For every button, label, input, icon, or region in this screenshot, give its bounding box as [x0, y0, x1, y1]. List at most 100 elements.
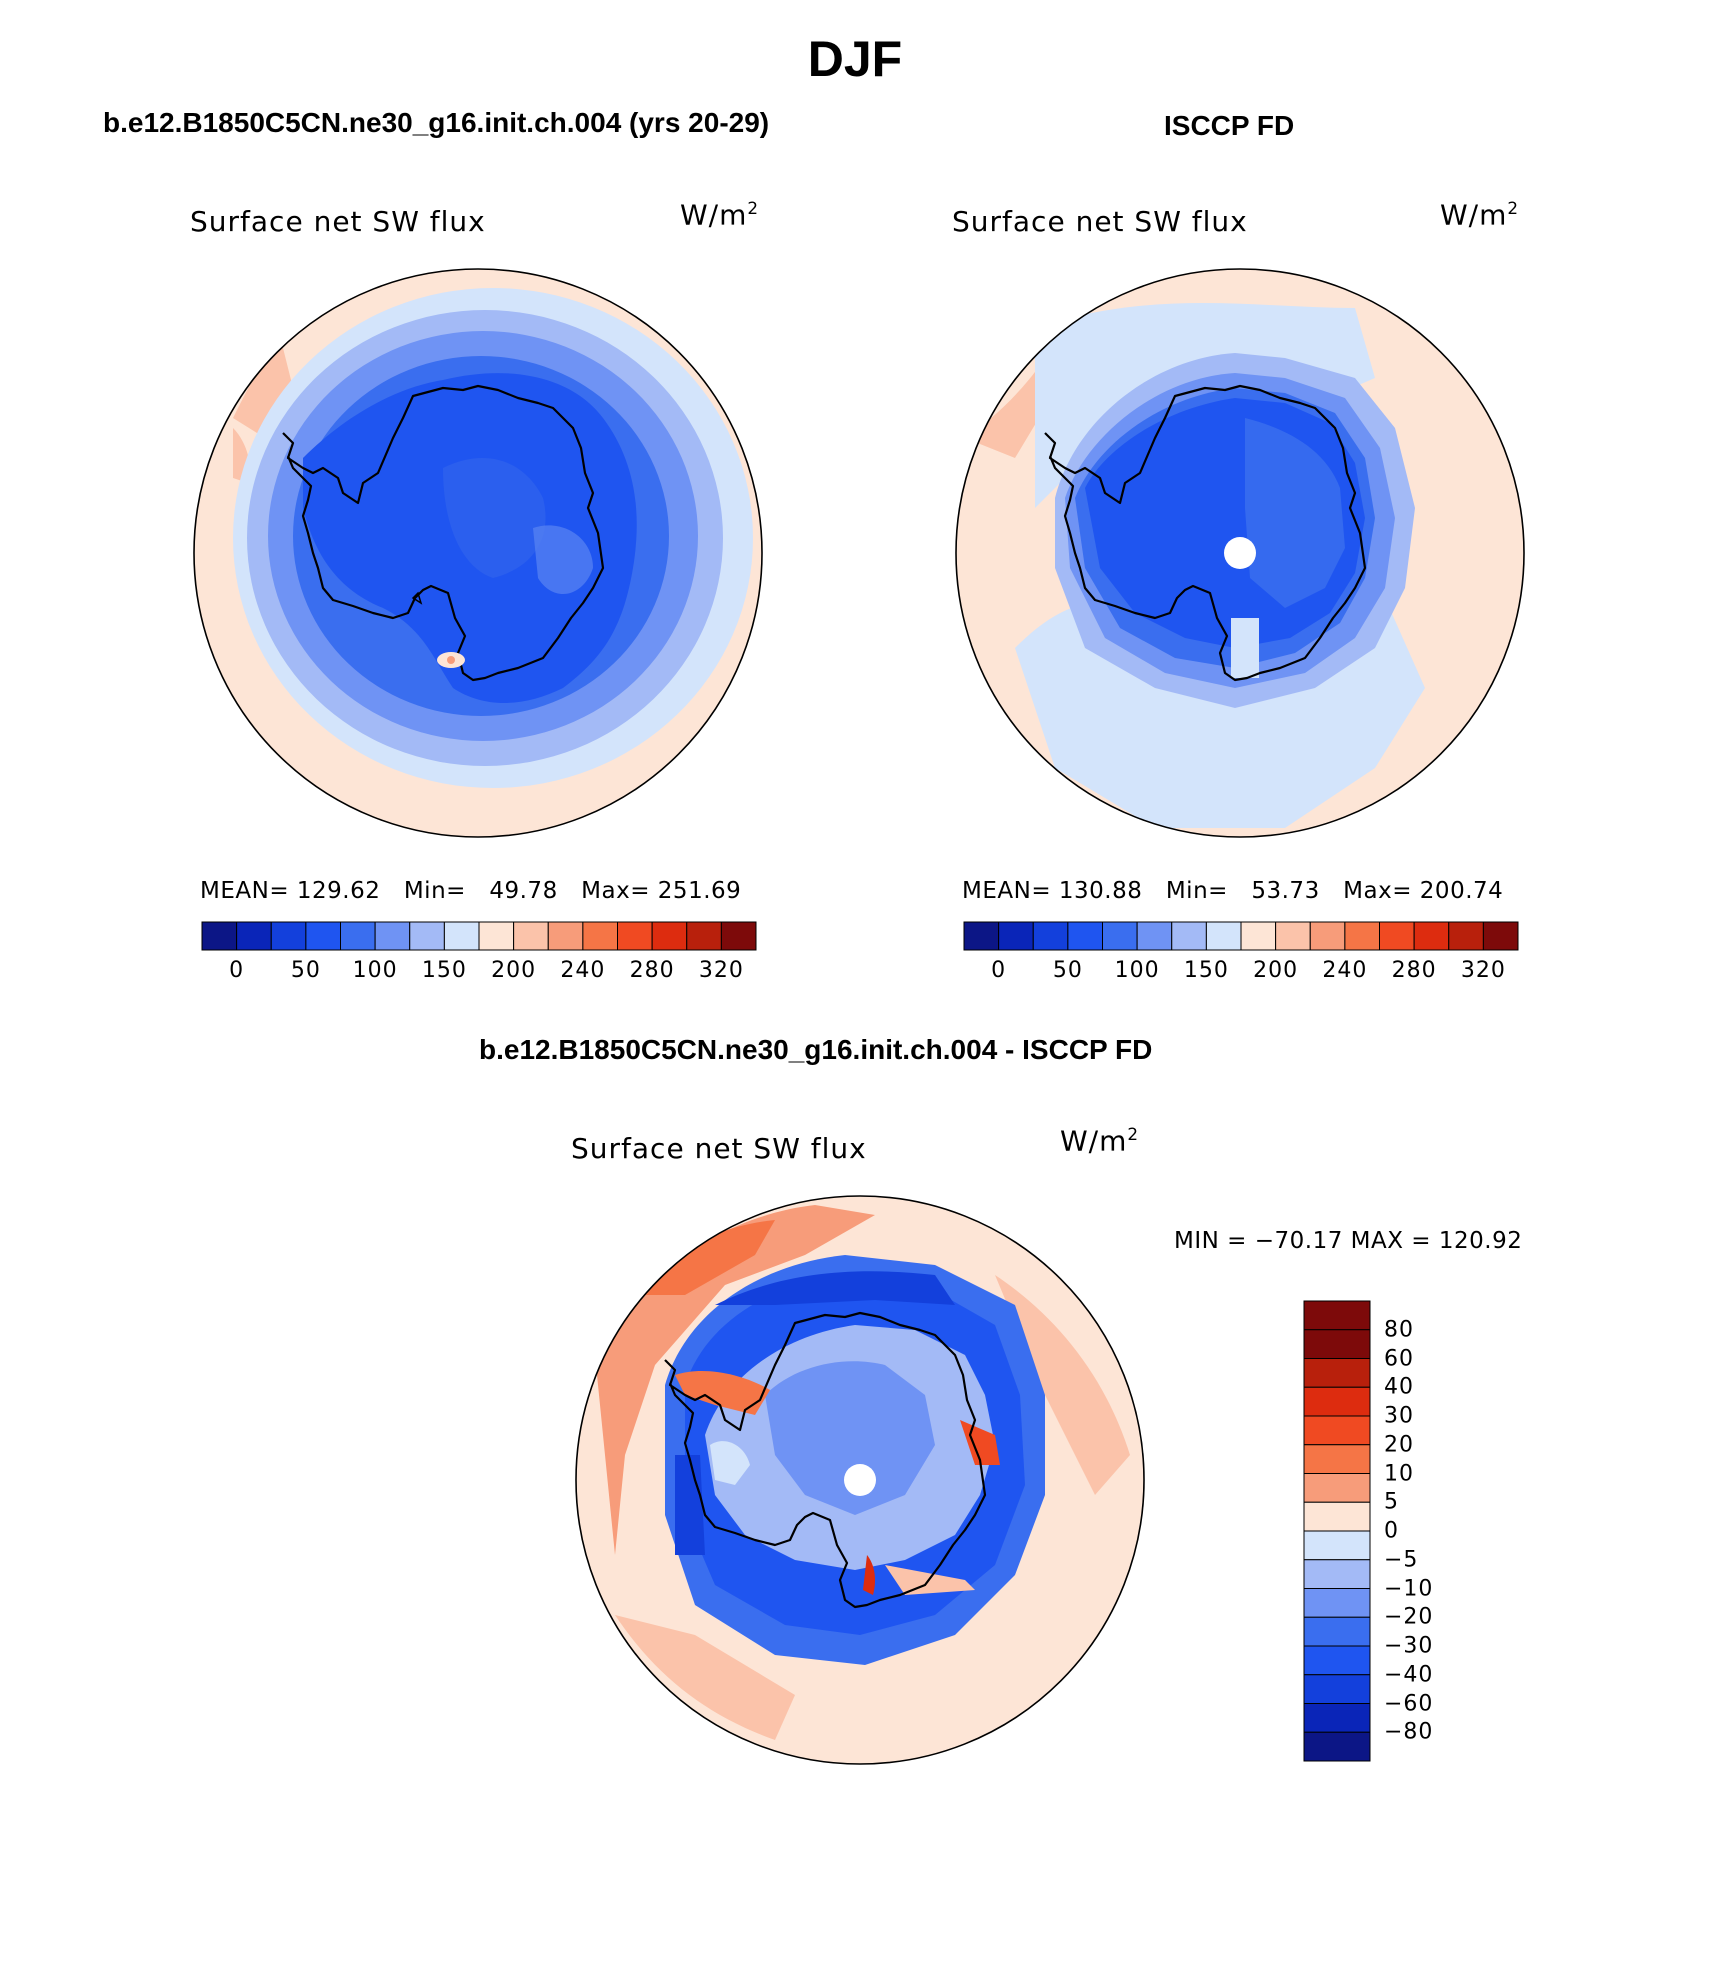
panel3-colorbar-swatch — [1303, 1530, 1371, 1561]
panel1-mean-label: MEAN= — [200, 878, 290, 904]
panel1-colorbar-swatch — [236, 921, 272, 951]
panel1-min-label: Min= — [403, 878, 466, 904]
panel3-colorbar-swatch — [1303, 1645, 1371, 1676]
panel3-colorbar-swatch — [1303, 1444, 1371, 1474]
panel2-colorbar-swatch — [1379, 921, 1415, 951]
panel1-colorbar-tick-label: 280 — [629, 958, 675, 983]
panel2-mean-label: MEAN= — [962, 878, 1052, 904]
panel3-map — [575, 1195, 1145, 1765]
panel1-colorbar-tick-label: 50 — [290, 958, 321, 983]
panel1-max-value: 251.69 — [657, 878, 742, 904]
panel2-colorbar-ticks: 0 50 100 150 200 240 280 320 — [964, 958, 1518, 988]
panel1-colorbar-swatch — [547, 921, 584, 951]
panel2-colorbar-swatch — [1032, 921, 1069, 951]
panel2-colorbar-swatch — [1205, 921, 1242, 951]
panel1-colorbar — [201, 921, 757, 951]
panel1-colorbar-swatch — [651, 921, 688, 951]
panel2-colorbar-swatch — [1413, 921, 1450, 951]
panel2-min-label: Min= — [1165, 878, 1228, 904]
panel2-colorbar-tick-label: 100 — [1114, 958, 1160, 983]
panel1-max-label: Max= — [581, 878, 650, 904]
panel2-colorbar-swatch — [1240, 921, 1277, 951]
panel2-colorbar-swatch — [1482, 921, 1519, 951]
panel3-colorbar-ticks: 80 60 40 30 20 10 5 0 −5 −10 −20 −30 −40 −60 −80 — [1384, 1301, 1464, 1761]
panel3-colorbar-swatch — [1303, 1731, 1371, 1762]
panel3-colorbar-tick-label: 40 — [1384, 1374, 1414, 1400]
panel2-colorbar-swatch — [963, 921, 1000, 951]
panel3-colorbar-tick-label: −5 — [1384, 1547, 1419, 1573]
panel1-colorbar-swatch — [409, 921, 445, 951]
panel3-colorbar-swatch — [1303, 1616, 1371, 1647]
panel1-heading: b.e12.B1850C5CN.ne30_g16.init.ch.004 (yr… — [103, 107, 770, 138]
panel3-colorbar-tick-label: −40 — [1384, 1662, 1434, 1688]
panel1-map — [193, 268, 763, 838]
panel3-colorbar-tick-label: −20 — [1384, 1604, 1434, 1630]
panel1-colorbar-swatch — [340, 921, 376, 951]
panel2-colorbar-swatch — [1171, 921, 1207, 951]
panel3-colorbar — [1303, 1300, 1371, 1762]
panel3-colorbar-tick-label: −80 — [1384, 1719, 1434, 1745]
panel3-colorbar-tick-label: 60 — [1384, 1346, 1414, 1371]
main-title: DJF — [807, 31, 903, 87]
panel1-colorbar-svg — [201, 921, 757, 951]
panel2-min-value: 53.73 — [1251, 878, 1320, 904]
panel3-colorbar-tick-label: 20 — [1384, 1432, 1414, 1458]
panel2-heading: ISCCP FD — [1164, 110, 1295, 141]
panel3-colorbar-swatch — [1303, 1501, 1371, 1532]
panel2-colorbar-tick-label: 280 — [1391, 958, 1437, 983]
panel2-colorbar-swatch — [1344, 921, 1380, 951]
panel1-colorbar-tick-label: 150 — [421, 958, 467, 983]
panel2-colorbar-swatch — [1448, 921, 1484, 951]
panel2-colorbar — [963, 921, 1519, 951]
panel2-stats: MEAN= 130.88 Min= 53.73 Max= 200.74 — [962, 878, 1503, 904]
panel2-max-label: Max= — [1343, 878, 1412, 904]
panel3-colorbar-tick-label: 80 — [1384, 1317, 1414, 1343]
panel3-colorbar-swatch — [1303, 1588, 1371, 1618]
panel2-colorbar-swatch — [1102, 921, 1138, 951]
panel1-colorbar-swatch — [478, 921, 515, 951]
panel1-stats: MEAN= 129.62 Min= 49.78 Max= 251.69 — [200, 878, 741, 904]
panel1-colorbar-tick-label: 200 — [491, 958, 537, 983]
panel1-colorbar-swatch — [374, 921, 411, 951]
panel1-colorbar-swatch — [513, 921, 549, 951]
panel1-colorbar-tick-label: 0 — [229, 958, 245, 983]
panel3-colorbar-swatch — [1303, 1358, 1371, 1388]
panel2-colorbar-tick-label: 50 — [1052, 958, 1083, 983]
panel1-min-value: 49.78 — [489, 878, 558, 904]
panel2-colorbar-swatch — [1136, 921, 1173, 951]
panel3-colorbar-tick-label: 5 — [1384, 1489, 1399, 1515]
panel1-mean-value: 129.62 — [296, 878, 381, 904]
panel2-colorbar-swatch — [1309, 921, 1346, 951]
panel3-colorbar-swatch — [1303, 1703, 1371, 1733]
panel1-colorbar-swatch — [617, 921, 653, 951]
panel3-colorbar-swatch — [1303, 1386, 1371, 1417]
panel3-colorbar-tick-label: 0 — [1384, 1518, 1399, 1544]
panel3-colorbar-swatch — [1303, 1300, 1371, 1331]
panel1-colorbar-swatch — [443, 921, 480, 951]
panel3-colorbar-tick-label: 10 — [1384, 1461, 1414, 1486]
panel2-colorbar-tick-label: 320 — [1460, 958, 1506, 983]
panel2-unit: W/m2 — [1440, 198, 1520, 232]
panel3-colorbar-swatch — [1303, 1559, 1371, 1589]
panel2-field-label: Surface net SW flux — [952, 205, 1248, 238]
panel1-colorbar-tick-label: 100 — [352, 958, 398, 983]
panel3-colorbar-tick-label: 30 — [1384, 1403, 1414, 1429]
panel2-mean-value: 130.88 — [1058, 878, 1143, 904]
panel3-colorbar-swatch — [1303, 1473, 1371, 1503]
panel1-colorbar-swatch — [720, 921, 757, 951]
panel1-field-label: Surface net SW flux — [190, 205, 486, 238]
panel1-unit: W/m2 — [680, 198, 760, 232]
panel3-colorbar-swatch — [1303, 1674, 1371, 1704]
panel3-colorbar-tick-label: −10 — [1384, 1576, 1434, 1601]
panel3-unit: W/m2 — [1060, 1124, 1140, 1158]
panel3-colorbar-svg — [1303, 1300, 1371, 1762]
panel2-map — [955, 268, 1525, 838]
panel3-colorbar-swatch — [1303, 1329, 1371, 1359]
panel1-colorbar-swatch — [305, 921, 341, 951]
panel3-colorbar-swatch — [1303, 1415, 1371, 1446]
panel2-colorbar-tick-label: 0 — [991, 958, 1007, 983]
panel2-max-value: 200.74 — [1419, 878, 1504, 904]
panel1-colorbar-ticks: 0 50 100 150 200 240 280 320 — [202, 958, 756, 988]
panel2-colorbar-swatch — [998, 921, 1034, 951]
panel2-colorbar-tick-label: 200 — [1253, 958, 1299, 983]
